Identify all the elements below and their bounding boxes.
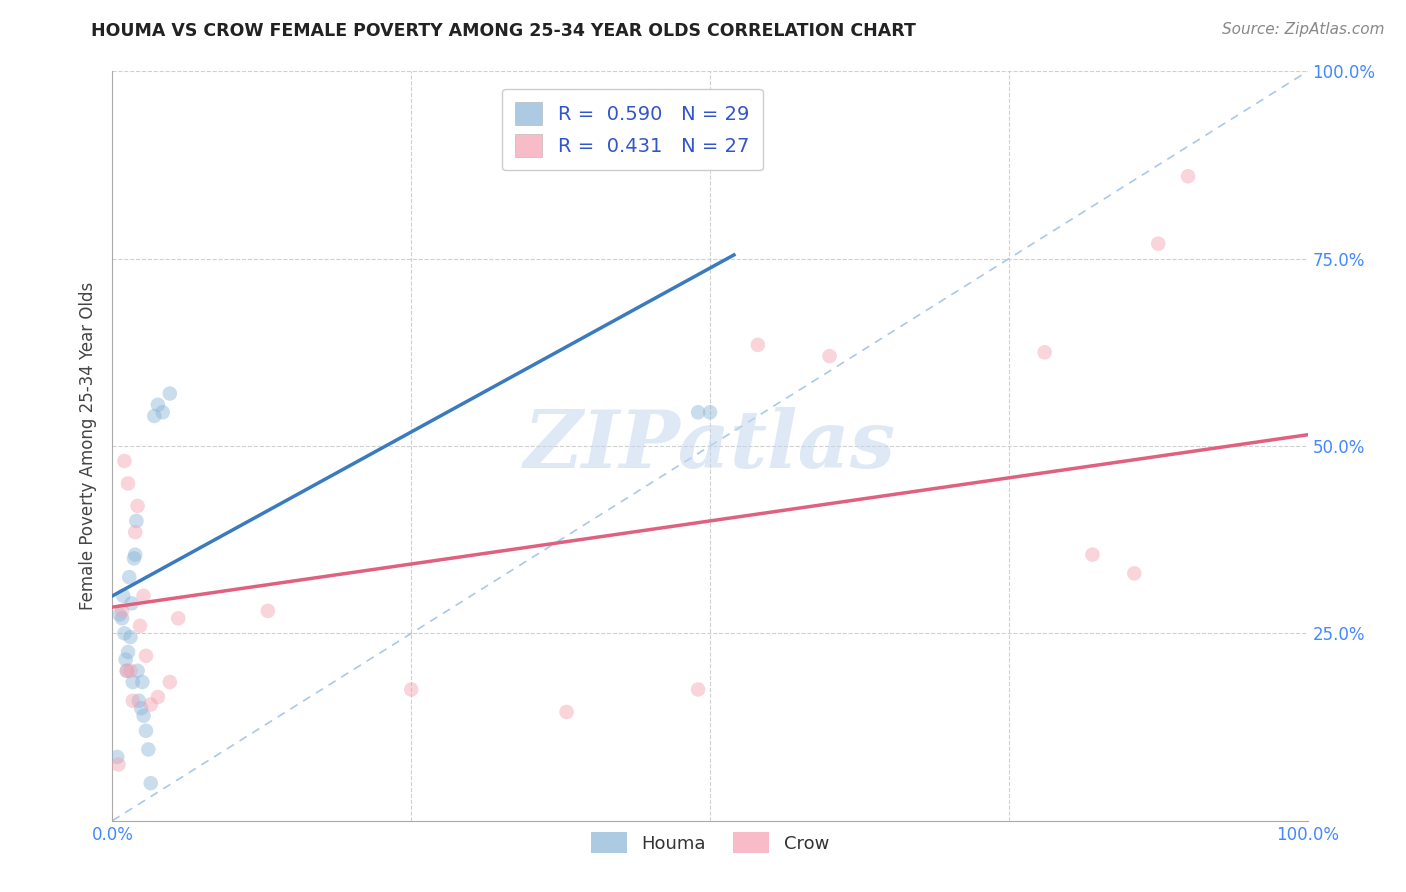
Point [139, 776, 162, 790]
Point [1123, 566, 1146, 581]
Text: Source: ZipAtlas.com: Source: ZipAtlas.com [1222, 22, 1385, 37]
Point [135, 648, 157, 663]
Text: ZIPatlas: ZIPatlas [524, 408, 896, 484]
Legend: Houma, Crow: Houma, Crow [583, 825, 837, 860]
Point [117, 645, 139, 659]
Point [111, 611, 134, 625]
Point [146, 690, 169, 704]
Point [1147, 236, 1170, 251]
Point [159, 675, 181, 690]
Point [1033, 345, 1056, 359]
Text: HOUMA VS CROW FEMALE POVERTY AMONG 25-34 YEAR OLDS CORRELATION CHART: HOUMA VS CROW FEMALE POVERTY AMONG 25-34… [91, 22, 917, 40]
Point [120, 630, 142, 644]
Y-axis label: Female Poverty Among 25-34 Year Olds: Female Poverty Among 25-34 Year Olds [79, 282, 97, 610]
Point [115, 664, 138, 678]
Point [115, 664, 138, 678]
Point [699, 405, 721, 419]
Point [120, 664, 142, 678]
Point [105, 750, 128, 764]
Point [127, 664, 149, 678]
Point [747, 338, 769, 352]
Point [121, 675, 143, 690]
Point [167, 611, 190, 625]
Point [818, 349, 841, 363]
Point [688, 682, 710, 697]
Point [112, 589, 135, 603]
Point [159, 386, 181, 401]
Point [132, 589, 155, 603]
Point [124, 548, 146, 562]
Point [135, 723, 157, 738]
Point [124, 525, 146, 540]
Point [131, 675, 153, 690]
Point [122, 551, 145, 566]
Point [129, 701, 152, 715]
Point [139, 698, 162, 712]
Point [401, 682, 423, 697]
Point [138, 742, 160, 756]
Point [152, 405, 174, 419]
Point [132, 708, 155, 723]
Point [129, 619, 152, 633]
Point [555, 705, 578, 719]
Point [125, 514, 148, 528]
Point [114, 652, 136, 666]
Point [146, 398, 169, 412]
Point [117, 476, 139, 491]
Point [128, 694, 150, 708]
Point [127, 499, 149, 513]
Point [688, 405, 710, 419]
Point [114, 454, 135, 468]
Point [111, 604, 134, 618]
Point [107, 757, 129, 772]
Point [118, 570, 141, 584]
Point [108, 607, 131, 622]
Point [143, 409, 166, 423]
Point [257, 604, 280, 618]
Point [121, 694, 143, 708]
Point [121, 596, 143, 610]
Point [1177, 169, 1199, 184]
Point [114, 626, 135, 640]
Point [1081, 548, 1104, 562]
